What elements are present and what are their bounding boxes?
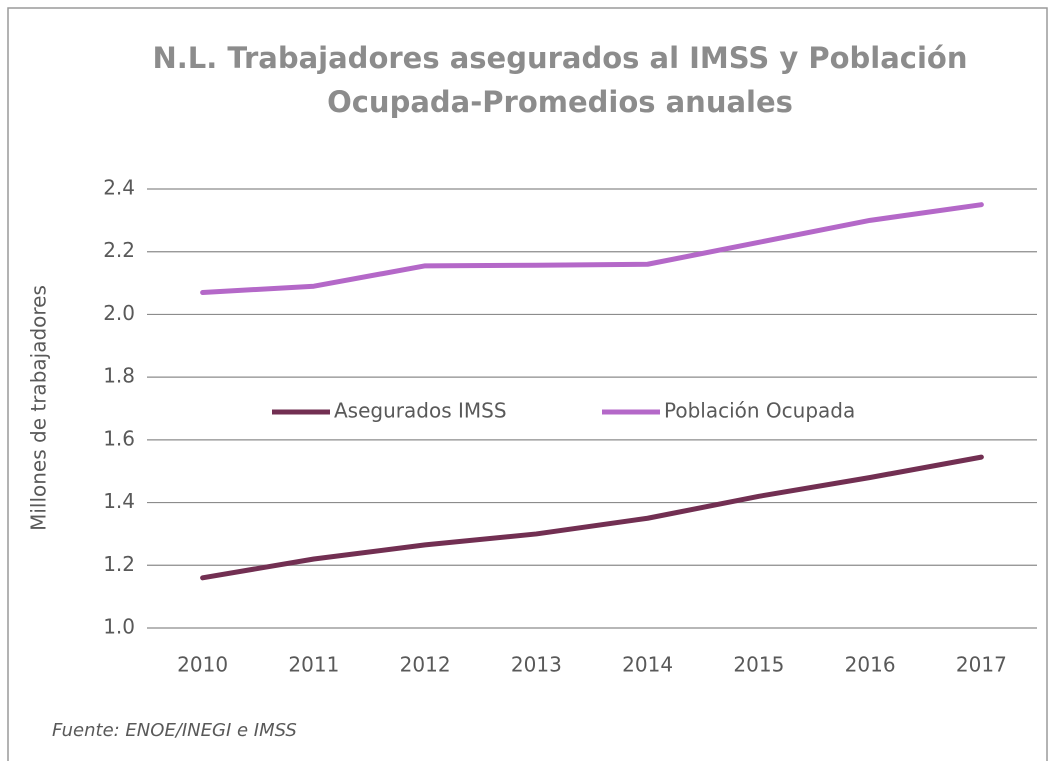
x-tick-label: 2013 <box>511 653 562 677</box>
y-tick-label: 1.2 <box>103 552 135 576</box>
y-tick-label: 1.6 <box>103 426 135 450</box>
title-line: N.L. Trabajadores asegurados al IMSS y P… <box>153 41 968 75</box>
x-tick-label: 2017 <box>956 653 1007 677</box>
y-tick-label: 2.0 <box>103 301 135 325</box>
x-tick-label: 2011 <box>288 653 339 677</box>
x-tick-label: 2015 <box>733 653 784 677</box>
chart-title: N.L. Trabajadores asegurados al IMSS y P… <box>153 41 968 119</box>
y-tick-label: 1.8 <box>103 364 135 388</box>
legend-label: Población Ocupada <box>664 399 855 423</box>
source-note: Fuente: ENOE/INEGI e IMSS <box>52 720 297 741</box>
x-tick-label: 2016 <box>845 653 896 677</box>
y-tick-label: 1.4 <box>103 489 135 513</box>
chart-frame <box>7 7 1048 761</box>
legend-label: Asegurados IMSS <box>334 399 507 423</box>
series-line <box>200 454 984 581</box>
title-line: Ocupada-Promedios anuales <box>327 85 793 119</box>
x-tick-label: 2012 <box>400 653 451 677</box>
y-axis-label: Millones de trabajadores <box>27 285 51 531</box>
x-tick-label: 2014 <box>622 653 673 677</box>
y-tick-label: 1.0 <box>103 615 135 639</box>
x-tick-label: 2010 <box>177 653 228 677</box>
y-tick-label: 2.2 <box>103 238 135 262</box>
series-line <box>200 202 984 295</box>
y-tick-label: 2.4 <box>103 176 135 200</box>
